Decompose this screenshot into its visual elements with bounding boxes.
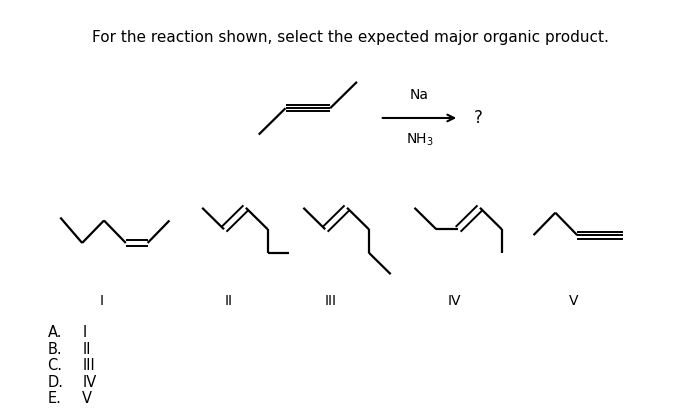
Text: I: I: [82, 325, 86, 340]
Text: III: III: [82, 358, 95, 373]
Text: Na: Na: [410, 88, 429, 102]
Text: V: V: [568, 294, 578, 308]
Text: IV: IV: [447, 294, 461, 308]
Text: For the reaction shown, select the expected major organic product.: For the reaction shown, select the expec…: [92, 30, 608, 45]
Text: IV: IV: [82, 375, 97, 390]
Text: A.: A.: [48, 325, 62, 340]
Text: I: I: [100, 294, 104, 308]
Text: ?: ?: [474, 109, 483, 127]
Text: II: II: [225, 294, 233, 308]
Text: III: III: [324, 294, 336, 308]
Text: V: V: [82, 391, 92, 406]
Text: D.: D.: [48, 375, 64, 390]
Text: II: II: [82, 342, 90, 356]
Text: C.: C.: [48, 358, 62, 373]
Text: NH$_3$: NH$_3$: [405, 132, 433, 148]
Text: B.: B.: [48, 342, 62, 356]
Text: E.: E.: [48, 391, 62, 406]
